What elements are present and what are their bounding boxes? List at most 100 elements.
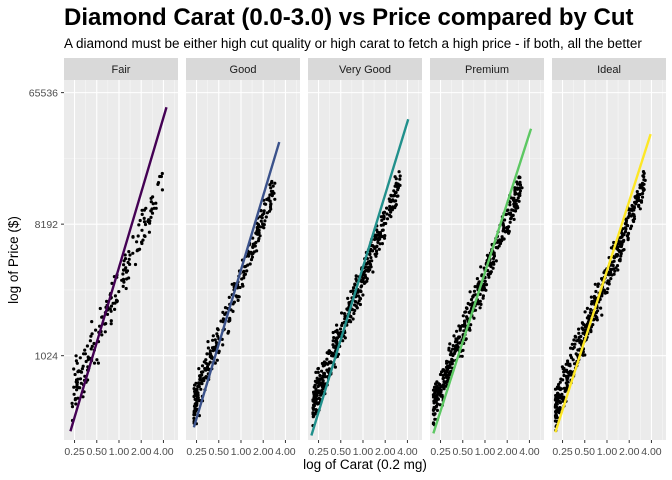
data-point	[475, 277, 479, 281]
data-point	[508, 200, 512, 204]
data-point	[156, 182, 160, 186]
data-point	[606, 279, 610, 283]
data-point	[200, 364, 205, 368]
data-point	[571, 358, 575, 362]
data-point	[270, 192, 274, 196]
data-point	[482, 282, 486, 286]
data-point	[460, 324, 464, 328]
data-point	[379, 223, 383, 227]
data-point	[472, 316, 476, 320]
data-point	[213, 338, 217, 342]
data-point	[364, 275, 368, 279]
data-point	[382, 215, 386, 219]
data-point	[123, 253, 127, 257]
data-point	[458, 327, 462, 331]
data-point	[337, 334, 341, 338]
data-point	[518, 175, 522, 180]
data-point	[374, 249, 379, 253]
data-point	[591, 299, 596, 303]
data-point	[197, 367, 201, 371]
data-point	[135, 240, 139, 244]
data-point	[340, 311, 344, 315]
x-tick-label: 2.00	[497, 446, 518, 458]
data-point	[439, 390, 443, 394]
data-point	[442, 376, 446, 380]
data-point	[124, 270, 129, 274]
data-point	[331, 339, 335, 343]
data-point	[433, 412, 437, 416]
x-tick-label: 0.50	[331, 446, 352, 458]
trend-line	[69, 106, 168, 432]
x-tick-label: 1.00	[109, 446, 130, 458]
data-point	[320, 377, 324, 381]
data-point	[74, 359, 78, 363]
data-point	[92, 361, 97, 365]
data-point	[607, 282, 611, 286]
data-point	[84, 359, 88, 364]
data-point	[456, 345, 460, 349]
data-point	[558, 380, 562, 384]
data-point	[464, 306, 469, 310]
data-point	[360, 280, 364, 284]
data-point	[353, 303, 357, 307]
data-point	[263, 202, 267, 206]
data-point	[193, 393, 197, 398]
data-point	[498, 238, 502, 242]
data-point	[500, 235, 504, 239]
x-tick-label: 0.25	[552, 446, 573, 458]
facet-strip-label: Ideal	[597, 64, 621, 76]
data-point	[623, 230, 628, 234]
data-point	[317, 401, 321, 405]
x-tick-label: 4.00	[519, 446, 540, 458]
data-point	[90, 344, 94, 348]
data-point	[563, 389, 567, 393]
data-point	[89, 334, 93, 338]
data-point	[561, 378, 565, 382]
data-point	[160, 171, 164, 176]
data-point	[394, 177, 398, 181]
data-point	[238, 285, 242, 290]
data-point	[377, 231, 381, 235]
data-point	[573, 334, 577, 338]
data-point	[451, 344, 455, 348]
data-point	[478, 306, 482, 310]
x-tick-label: 4.00	[153, 446, 174, 458]
data-point	[506, 225, 510, 229]
data-point	[371, 270, 375, 274]
data-point	[72, 367, 76, 371]
data-point	[512, 202, 516, 206]
data-point	[332, 336, 336, 340]
data-point	[258, 234, 262, 238]
x-tick-label: 1.00	[353, 446, 374, 458]
data-point	[384, 221, 388, 226]
data-point	[460, 354, 464, 358]
data-point	[271, 184, 275, 188]
data-point	[609, 270, 613, 274]
data-point	[642, 171, 646, 175]
data-point	[366, 269, 370, 273]
data-point	[620, 240, 625, 244]
data-point	[497, 244, 501, 248]
data-point	[121, 272, 125, 276]
x-tick-label: 0.25	[430, 446, 451, 458]
x-tick-label: 0.25	[64, 446, 85, 458]
data-point	[312, 392, 316, 396]
data-point	[76, 396, 80, 400]
data-point	[502, 237, 506, 241]
data-point	[502, 228, 506, 232]
data-point	[333, 365, 337, 369]
data-point	[377, 233, 381, 237]
data-point	[442, 369, 446, 373]
data-point	[356, 301, 360, 305]
data-point	[70, 405, 75, 409]
data-point	[394, 182, 398, 186]
data-point	[637, 198, 641, 203]
data-point	[596, 284, 600, 288]
data-point	[494, 259, 498, 263]
data-point	[255, 249, 259, 253]
data-point	[631, 212, 635, 216]
data-point	[237, 295, 241, 299]
data-point	[103, 330, 107, 334]
data-point	[513, 191, 518, 195]
